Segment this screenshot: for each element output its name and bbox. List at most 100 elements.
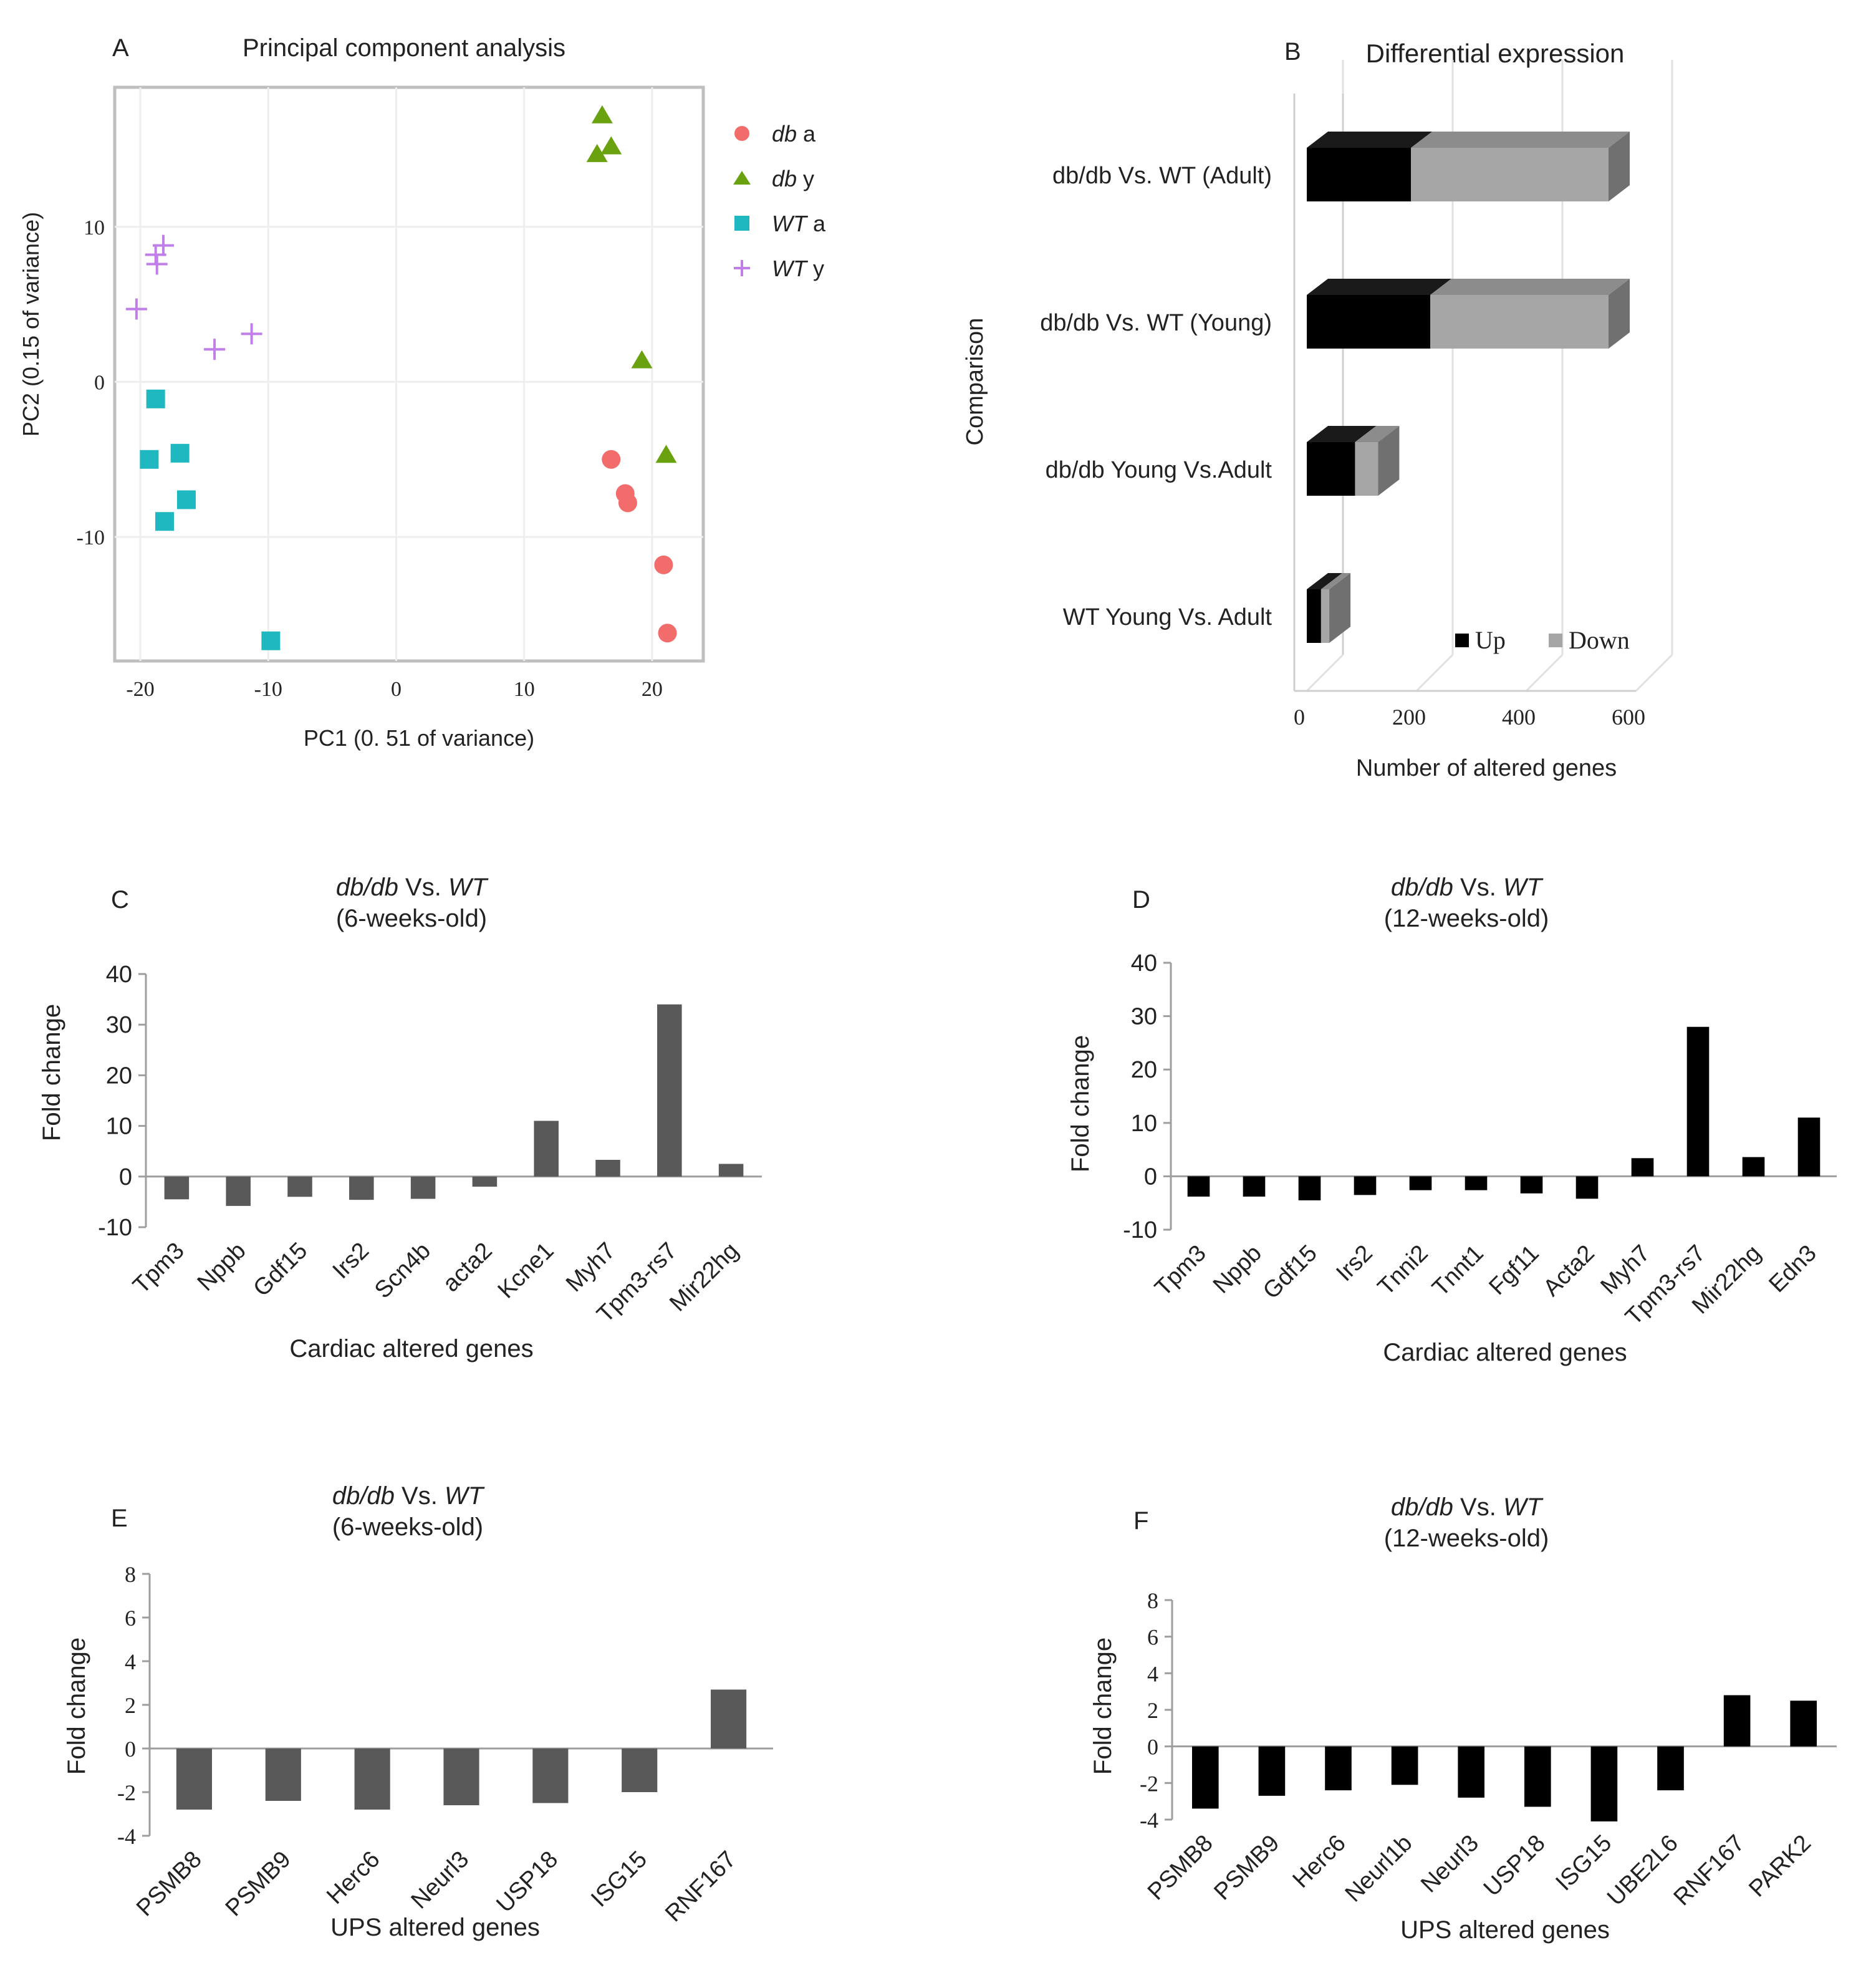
panel-d-category-label: Edn3: [1764, 1240, 1821, 1298]
panel-b-bar-down: [1411, 148, 1609, 201]
panel-a-point-db-a: [654, 555, 673, 574]
panel-e-ytick-label: 8: [125, 1562, 136, 1587]
panel-e-ytick-label: -4: [117, 1824, 136, 1849]
panel-b-bar-up: [1307, 442, 1355, 496]
legend-db-y-marker: [733, 171, 751, 185]
panel-d-title: db/db Vs. WT: [1391, 874, 1544, 901]
panel-d-bar: [1409, 1176, 1432, 1190]
panel-d-ytick-label: 10: [1131, 1111, 1157, 1137]
panel-c-category-label: Myh7: [561, 1238, 620, 1297]
panel-e-ylabel: Fold change: [63, 1637, 90, 1775]
panel-c-cardiac-6wk: db/db Vs. WT (6-weeks-old) Cardiac alter…: [38, 874, 762, 1363]
panel-a-point-wt-a: [146, 389, 165, 408]
panel-f-ytick-label: -2: [1140, 1771, 1158, 1796]
panel-c-ylabel: Fold change: [38, 1004, 65, 1141]
panel-a-pca-scatter: Principal component analysis PC1 (0. 51 …: [18, 34, 826, 751]
panel-e-category-label: Herc6: [322, 1846, 385, 1909]
legend-label: db y: [772, 166, 814, 191]
panel-e-bar: [176, 1748, 212, 1810]
panel-c-ytick-label: 20: [106, 1063, 132, 1089]
legend-label: db a: [772, 121, 816, 147]
panel-b-bar-top-down: [1355, 426, 1400, 442]
panel-a-xtick-label: 0: [391, 678, 402, 701]
panel-d-cardiac-12wk: db/db Vs. WT (12-weeks-old) Cardiac alte…: [1067, 874, 1837, 1366]
panel-e-ytick-label: 0: [125, 1737, 136, 1762]
panel-d-category-label: Irs2: [1331, 1240, 1378, 1287]
panel-b-category-label: db/db Vs. WT (Young): [1040, 310, 1272, 336]
panel-b-bar-side: [1378, 426, 1400, 496]
panel-b-differential-expression: Differential expression Number of altere…: [962, 39, 1673, 781]
panel-c-bar: [595, 1160, 620, 1177]
panel-f-ytick-label: 0: [1147, 1735, 1158, 1760]
legend-down-label: Down: [1569, 626, 1630, 654]
panel-d-xlabel: Cardiac altered genes: [1383, 1339, 1627, 1366]
panel-c-bar: [349, 1176, 374, 1200]
panel-b-bar-up: [1307, 589, 1321, 643]
panel-letter-d: D: [1132, 886, 1150, 914]
panel-b-bar-top-down: [1411, 132, 1630, 148]
panel-b-bar-side: [1329, 573, 1351, 643]
panel-b-floor-line: [1635, 654, 1673, 692]
panel-c-bar: [657, 1004, 682, 1177]
panel-b-floor-line: [1415, 654, 1454, 692]
panel-letter-b: B: [1284, 38, 1301, 65]
panel-b-bar-up: [1307, 148, 1412, 201]
panel-d-ylabel: Fold change: [1067, 1035, 1094, 1172]
panel-a-point-db-y: [591, 105, 613, 123]
panel-d-subtitle: (12-weeks-old): [1384, 905, 1549, 932]
panel-f-bar: [1590, 1746, 1618, 1821]
panel-c-bar: [410, 1176, 436, 1199]
legend-label: WT y: [772, 256, 824, 281]
panel-d-bar: [1243, 1176, 1266, 1197]
panel-d-category-label: Gdf15: [1258, 1240, 1322, 1305]
panel-e-ytick-label: 4: [125, 1649, 136, 1674]
panel-d-ytick-label: 20: [1131, 1057, 1157, 1083]
panel-f-subtitle: (12-weeks-old): [1384, 1525, 1549, 1552]
panel-b-bar-side: [1609, 279, 1630, 349]
panel-f-ups-12wk: db/db Vs. WT (12-weeks-old) UPS altered …: [1089, 1493, 1837, 1944]
panel-c-category-label: Scn4b: [370, 1238, 436, 1304]
panel-a-xlabel: PC1 (0. 51 of variance): [304, 725, 534, 751]
panel-b-bar-top-up: [1307, 132, 1433, 148]
panel-a-xtick-label: -20: [126, 678, 154, 701]
panel-b-bar-top-down: [1430, 279, 1630, 295]
panel-a-point-db-a: [658, 624, 677, 643]
panel-e-xlabel: UPS altered genes: [330, 1914, 540, 1941]
panel-b-category-label: db/db Young Vs.Adult: [1046, 457, 1272, 483]
panel-a-point-wt-a: [176, 490, 196, 509]
panel-d-bar: [1631, 1158, 1654, 1177]
panel-f-bar: [1391, 1746, 1418, 1785]
panel-f-category-label: Herc6: [1287, 1830, 1350, 1893]
panel-f-category-label: PSMB9: [1209, 1830, 1284, 1906]
panel-a-point-db-y: [631, 350, 653, 369]
panel-f-bar: [1524, 1746, 1551, 1807]
panel-f-ylabel: Fold change: [1089, 1637, 1117, 1775]
panel-d-category-label: Tnnt1: [1427, 1240, 1488, 1301]
panel-e-bar: [622, 1748, 658, 1792]
panel-e-bar: [532, 1748, 569, 1803]
panel-d-ytick-label: -10: [1123, 1217, 1157, 1243]
panel-b-bar-top-up: [1307, 426, 1377, 442]
panel-e-bar: [265, 1748, 301, 1801]
panel-b-xtick-label: 400: [1502, 705, 1536, 730]
panel-c-bar: [534, 1121, 559, 1177]
panel-c-ytick-label: 30: [106, 1012, 132, 1038]
panel-e-bar: [711, 1689, 747, 1748]
panel-b-category-label: WT Young Vs. Adult: [1063, 604, 1272, 630]
panel-f-category-label: USP18: [1479, 1830, 1551, 1902]
panel-e-ytick-label: 2: [125, 1693, 136, 1718]
panel-a-point-wt-a: [261, 631, 281, 650]
legend-down-marker: [1549, 634, 1562, 647]
panel-e-category-label: PSMB8: [132, 1846, 207, 1922]
panel-e-subtitle: (6-weeks-old): [332, 1513, 483, 1541]
panel-b-bar-down: [1430, 295, 1609, 349]
panel-a-point-db-y: [655, 445, 677, 463]
panel-letter-f: F: [1133, 1507, 1148, 1535]
panel-b-bar-side: [1609, 132, 1630, 201]
panel-d-ytick-label: 0: [1144, 1164, 1157, 1190]
legend-up-label: Up: [1475, 626, 1506, 654]
panel-b-bar-up: [1307, 295, 1430, 349]
panel-e-category-label: RNF167: [660, 1846, 741, 1927]
panel-c-bar: [472, 1176, 498, 1187]
panel-b-bar-down: [1355, 442, 1378, 496]
